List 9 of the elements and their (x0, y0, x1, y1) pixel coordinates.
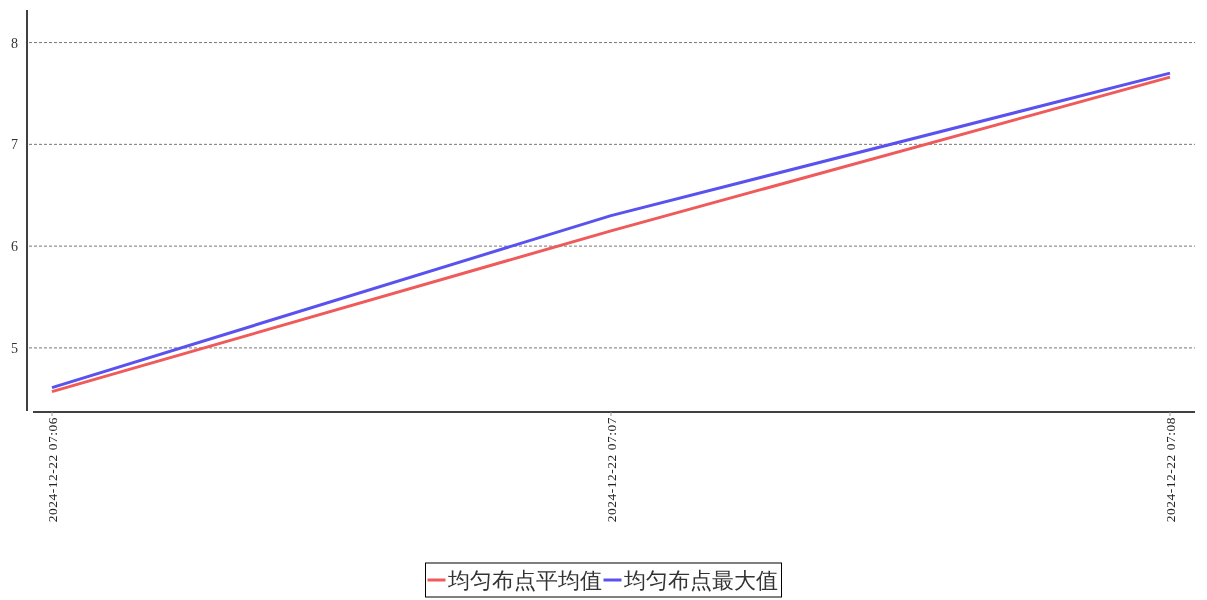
x-tick-label: 2024-12-22 07:07 (604, 417, 619, 523)
y-tick-label: 6 (11, 239, 18, 255)
y-tick-label: 5 (11, 340, 18, 356)
y-tick-label: 7 (11, 137, 18, 153)
y-tick-label: 8 (11, 35, 18, 51)
legend-label: 均匀布点平均值 (446, 568, 602, 593)
x-tick-label: 2024-12-22 07:06 (45, 417, 60, 523)
legend-label: 均匀布点最大值 (622, 568, 778, 593)
x-tick-label: 2024-12-22 07:08 (1163, 417, 1178, 523)
